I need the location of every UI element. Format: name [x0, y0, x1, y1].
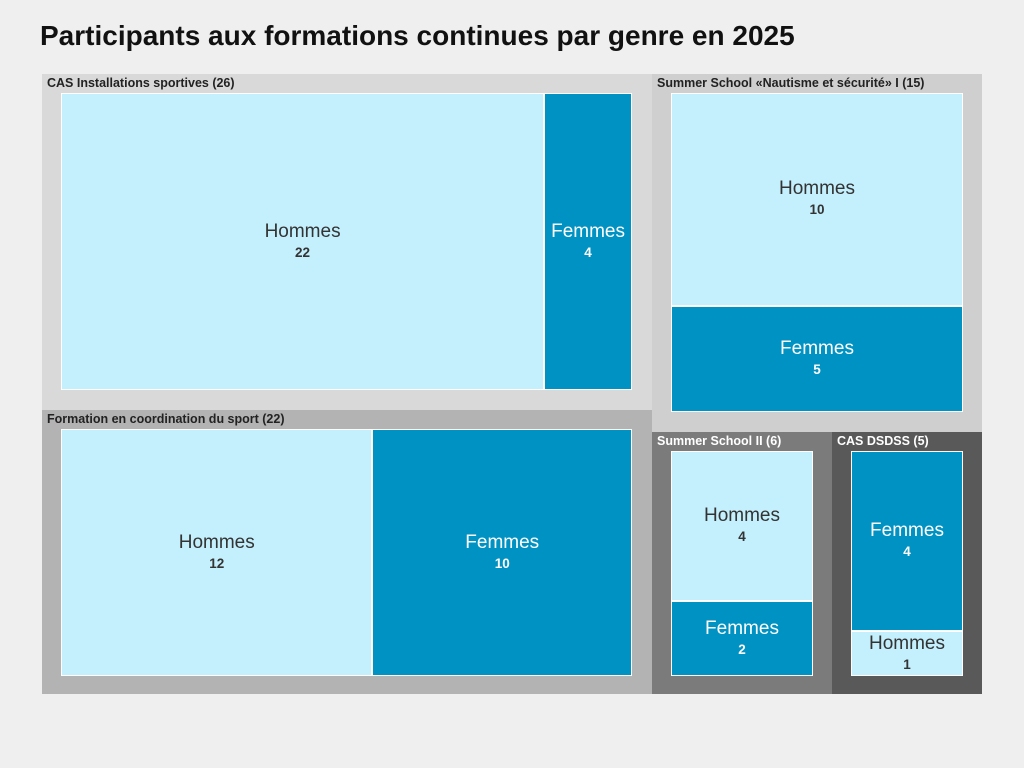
cell-category-label: Femmes: [870, 520, 944, 541]
treemap-group: CAS Installations sportives (26) Hommes 22…: [42, 74, 652, 410]
cell-value-label: 4: [738, 529, 746, 544]
chart-title: Participants aux formations continues pa…: [40, 20, 795, 51]
cell-value-label: 22: [295, 244, 311, 260]
cell-category-label: Femmes: [780, 337, 854, 359]
treemap-cell-hommes: Hommes 10: [671, 93, 963, 306]
group-label: Summer School II (6): [657, 434, 782, 448]
group-label: Summer School «Nautisme et sécurité» I (…: [657, 76, 925, 90]
treemap-group: Summer School II (6) Hommes 4 Femmes 2: [652, 432, 832, 694]
treemap-cell-hommes: Hommes 22: [61, 93, 545, 390]
cell-category-label: Hommes: [178, 531, 255, 553]
cell-value-label: 4: [903, 544, 911, 559]
treemap-cell-hommes: Hommes 1: [851, 631, 963, 676]
treemap-cell-femmes: Femmes 10: [372, 429, 632, 676]
cell-value-label: 2: [738, 641, 746, 657]
treemap-group: Formation en coordination du sport (22) H…: [42, 410, 652, 694]
cell-category-label: Femmes: [465, 531, 540, 553]
treemap-cell-femmes: Femmes 2: [671, 601, 813, 676]
treemap-cell-hommes: Hommes 12: [61, 429, 373, 676]
treemap-group: CAS DSDSS (5) Femmes 4 Hommes 1: [832, 432, 982, 694]
group-label: CAS DSDSS (5): [837, 434, 929, 448]
cell-value-label: 10: [494, 555, 510, 571]
cell-category-label: Hommes: [264, 220, 341, 242]
treemap-cell-femmes: Femmes 4: [544, 93, 632, 390]
cell-value-label: 12: [209, 555, 225, 571]
cell-value-label: 4: [584, 244, 592, 260]
cell-category-label: Hommes: [778, 178, 855, 200]
cell-category-label: Femmes: [551, 220, 626, 242]
treemap-group: Summer School «Nautisme et sécurité» I (…: [652, 74, 982, 432]
cell-value-label: 5: [813, 361, 821, 377]
group-label: CAS Installations sportives (26): [47, 76, 235, 90]
treemap-cell-femmes: Femmes 4: [851, 451, 963, 631]
treemap-cell-hommes: Hommes 4: [671, 451, 813, 601]
cell-category-label: Hommes: [703, 505, 780, 526]
cell-value-label: 10: [809, 202, 825, 218]
cell-value-label: 1: [903, 656, 911, 672]
cell-category-label: Femmes: [705, 617, 779, 639]
treemap-cell-femmes: Femmes 5: [671, 305, 963, 412]
group-label: Formation en coordination du sport (22): [47, 412, 285, 426]
cell-category-label: Hommes: [868, 632, 945, 654]
